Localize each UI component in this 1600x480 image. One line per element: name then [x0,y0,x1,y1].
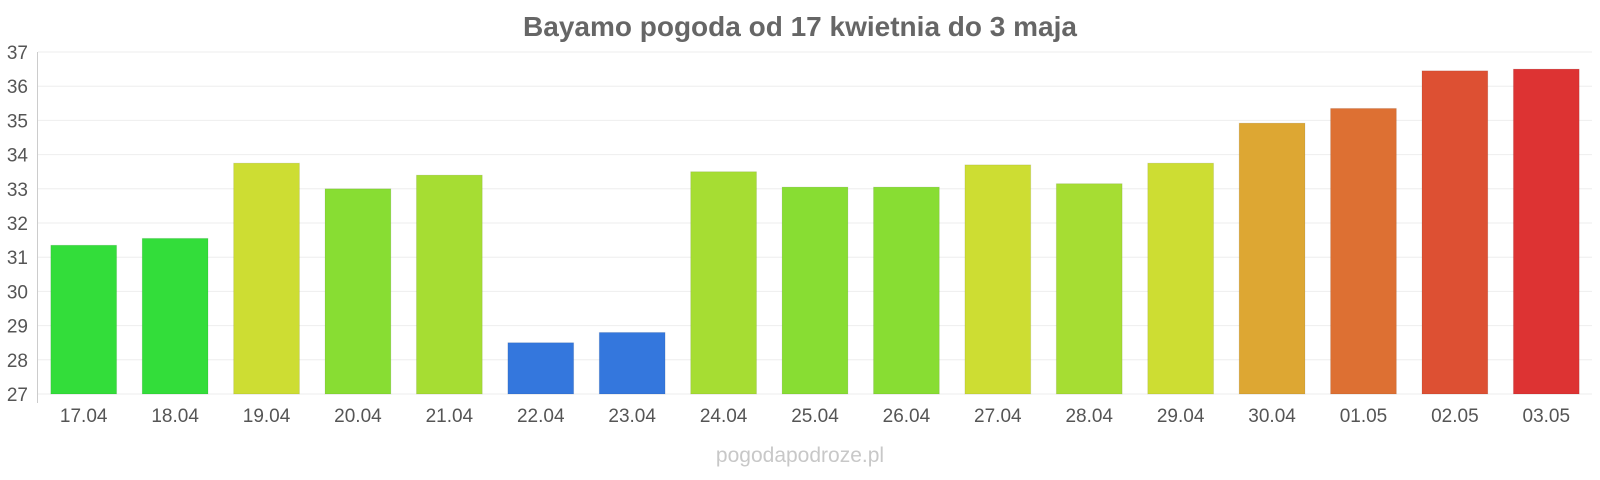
bar-23.04 [598,331,666,395]
bar-25.04 [781,186,849,395]
watermark: pogodapodroze.pl [716,444,884,467]
bar-19.04 [233,162,300,395]
bar-29.04 [1147,162,1215,395]
y-tick-label: 34 [7,146,29,167]
x-tick-label: 26.04 [883,406,931,427]
x-tick-label: 02.05 [1431,406,1479,427]
x-tick-label: 28.04 [1065,406,1113,427]
y-tick-label: 29 [7,317,28,338]
x-tick-label: 21.04 [426,406,474,427]
bar-22.04 [507,342,575,395]
bar-26.04 [873,186,940,395]
y-tick-label: 30 [7,282,28,303]
bar-30.04 [1238,122,1306,395]
x-tick-label: 18.04 [151,406,199,427]
y-tick-label: 27 [7,385,28,406]
bar-28.04 [1055,183,1123,395]
x-tick-label: 30.04 [1248,406,1296,427]
y-tick-label: 31 [7,248,28,269]
x-tick-label: 24.04 [700,406,748,427]
y-tick-label: 33 [7,180,28,201]
x-tick-label: 01.05 [1340,406,1388,427]
x-tick-label: 03.05 [1523,406,1571,427]
y-tick-label: 28 [7,351,28,372]
bar-02.05 [1421,70,1489,395]
bar-21.04 [415,174,483,395]
bar-24.04 [690,171,757,395]
chart-title: Bayamo pogoda od 17 kwietnia do 3 maja [523,11,1077,42]
y-tick-label: 37 [7,43,28,64]
x-tick-label: 22.04 [517,406,565,427]
x-tick-label: 23.04 [608,406,656,427]
bar-18.04 [141,237,209,395]
y-tick-label: 36 [7,77,28,98]
bars [50,68,1580,395]
x-tick-label: 20.04 [334,406,382,427]
bar-17.04 [50,244,118,395]
x-tick-label: 17.04 [60,406,108,427]
bar-27.04 [964,164,1032,395]
x-tick-label: 27.04 [974,406,1022,427]
y-tick-label: 35 [7,111,28,132]
bar-03.05 [1512,68,1580,395]
y-tick-label: 32 [7,214,28,235]
y-axis-ticks: 27 28 29 30 31 32 33 34 35 36 37 [7,43,29,406]
bar-20.04 [324,188,392,395]
bar-01.05 [1330,107,1397,395]
x-tick-label: 25.04 [791,406,839,427]
x-tick-label: 19.04 [243,406,291,427]
x-axis-ticks: 17.04 18.04 19.04 20.04 21.04 22.04 23.04 24.04… [60,406,1570,427]
x-tick-label: 29.04 [1157,406,1205,427]
